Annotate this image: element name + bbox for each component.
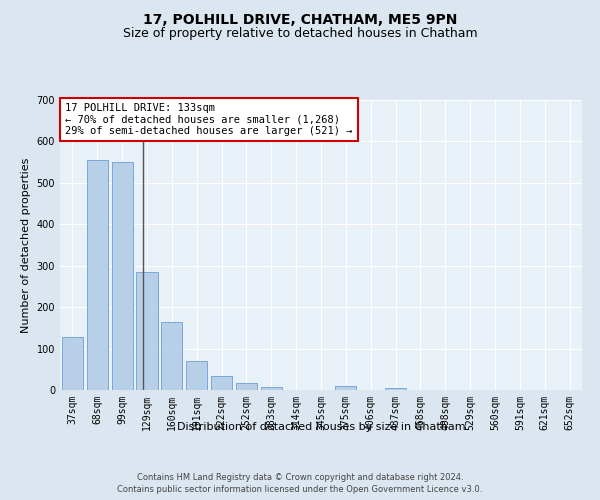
Text: Contains public sector information licensed under the Open Government Licence v3: Contains public sector information licen… <box>118 485 482 494</box>
Text: Size of property relative to detached houses in Chatham: Size of property relative to detached ho… <box>122 28 478 40</box>
Text: 17 POLHILL DRIVE: 133sqm
← 70% of detached houses are smaller (1,268)
29% of sem: 17 POLHILL DRIVE: 133sqm ← 70% of detach… <box>65 103 353 136</box>
Bar <box>186 361 207 390</box>
Text: Distribution of detached houses by size in Chatham: Distribution of detached houses by size … <box>176 422 466 432</box>
Bar <box>335 386 356 390</box>
Bar <box>136 272 158 390</box>
Bar <box>87 160 108 390</box>
Bar <box>211 376 232 390</box>
Bar <box>161 322 182 390</box>
Bar <box>236 382 257 390</box>
Bar <box>261 386 282 390</box>
Text: 17, POLHILL DRIVE, CHATHAM, ME5 9PN: 17, POLHILL DRIVE, CHATHAM, ME5 9PN <box>143 12 457 26</box>
Bar <box>62 338 83 390</box>
Text: Contains HM Land Registry data © Crown copyright and database right 2024.: Contains HM Land Registry data © Crown c… <box>137 472 463 482</box>
Bar <box>385 388 406 390</box>
Bar <box>112 162 133 390</box>
Y-axis label: Number of detached properties: Number of detached properties <box>21 158 31 332</box>
